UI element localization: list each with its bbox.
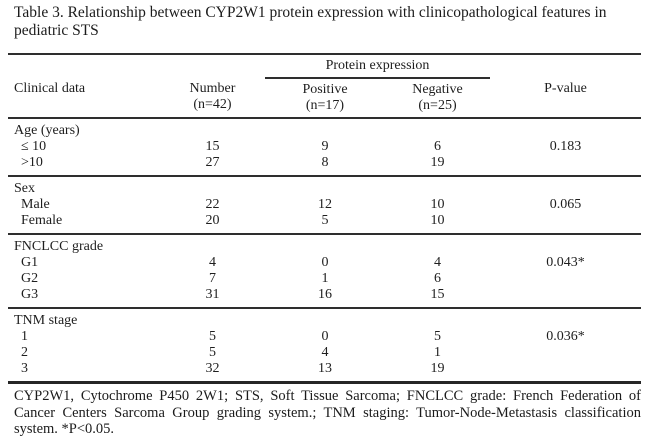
table-cell: 12 bbox=[318, 197, 332, 212]
pvalue-cell: 0.183 bbox=[549, 139, 582, 154]
col-header-label: Negative bbox=[412, 82, 463, 97]
table-cell: 0 bbox=[321, 255, 329, 270]
table-cell: 31 bbox=[160, 287, 265, 309]
table-footnote: CYP2W1, Cytochrome P450 2W1; STS, Soft T… bbox=[14, 388, 641, 437]
col-header-negative: Negative (n=25) bbox=[385, 78, 491, 119]
pvalue-cell: 0.036* bbox=[546, 329, 585, 344]
spacer-cell bbox=[8, 53, 160, 78]
pvalue-cell bbox=[490, 155, 642, 177]
table-cell: 32 bbox=[160, 361, 265, 384]
table-caption: Table 3. Relationship between CYP2W1 pro… bbox=[14, 4, 607, 39]
pvalue-cell: 0.065 bbox=[549, 197, 582, 212]
col-header-pvalue: P-value bbox=[490, 78, 642, 119]
table-cell: 19 bbox=[385, 361, 491, 384]
pvalue-cell bbox=[490, 345, 641, 361]
col-header-clinical-data: Clinical data bbox=[8, 78, 160, 119]
table-cell: 9 bbox=[321, 139, 329, 154]
table-cell: 5 bbox=[265, 213, 385, 235]
table-row: G2 7 1 6 bbox=[8, 271, 641, 287]
row-label: G2 bbox=[21, 271, 39, 286]
table-row: Female 20 5 10 bbox=[8, 213, 642, 235]
row-label: G3 bbox=[8, 287, 160, 309]
table-cell: 6 bbox=[434, 271, 441, 286]
col-header-positive: Positive (n=17) bbox=[265, 78, 385, 119]
table-cell: 1 bbox=[434, 345, 441, 360]
row-label: >10 bbox=[8, 155, 160, 177]
table-cell: 10 bbox=[430, 197, 445, 212]
table-row: 2 5 4 1 bbox=[8, 345, 641, 361]
spacer-cell bbox=[160, 53, 265, 78]
table-cell: 7 bbox=[209, 271, 216, 286]
row-label: ≤ 10 bbox=[21, 139, 47, 154]
section-label: TNM stage bbox=[14, 313, 78, 328]
table-cell: 5 bbox=[434, 329, 441, 344]
section-label: Age (years) bbox=[14, 123, 80, 138]
col-header-sub: (n=17) bbox=[305, 98, 345, 113]
table-row: G3 31 16 15 bbox=[8, 287, 642, 309]
table-cell: 19 bbox=[385, 155, 491, 177]
row-label: 1 bbox=[21, 329, 28, 344]
protein-expression-spanner-row: Protein expression bbox=[8, 53, 642, 79]
table-cell: 20 bbox=[160, 213, 265, 235]
table-row: >10 27 8 19 bbox=[8, 155, 642, 177]
table-cell: 15 bbox=[385, 287, 491, 309]
row-label: 2 bbox=[21, 345, 28, 360]
spacer-cell bbox=[490, 53, 642, 78]
section-row-tnm: TNM stage bbox=[8, 308, 641, 329]
table-cell: 0 bbox=[321, 329, 329, 344]
table-cell: 27 bbox=[160, 155, 265, 177]
table-row: Male 22 12 10 0.065 bbox=[8, 197, 641, 213]
protein-expression-group-header: Protein expression bbox=[265, 53, 491, 79]
table-cell: 5 bbox=[209, 329, 216, 344]
table-cell: 15 bbox=[205, 139, 220, 154]
section-label: Sex bbox=[14, 181, 35, 196]
pvalue-cell bbox=[490, 361, 642, 384]
table-cell: 5 bbox=[209, 345, 216, 360]
col-header-label: Positive bbox=[302, 82, 348, 97]
data-table: Protein expression Clinical data Number … bbox=[8, 53, 642, 384]
row-label: 3 bbox=[8, 361, 160, 384]
row-label: Female bbox=[8, 213, 160, 235]
pvalue-cell bbox=[490, 271, 641, 287]
section-label: FNCLCC grade bbox=[14, 239, 104, 254]
col-header-label: P-value bbox=[544, 81, 587, 96]
row-label: G1 bbox=[21, 255, 39, 270]
table-row: ≤ 10 15 9 6 0.183 bbox=[8, 139, 641, 155]
section-row-fnclcc: FNCLCC grade bbox=[8, 234, 641, 255]
col-header-label: Clinical data bbox=[14, 81, 86, 96]
row-label: Male bbox=[21, 197, 50, 212]
table-cell: 6 bbox=[434, 139, 441, 154]
table-row: 1 5 0 5 0.036* bbox=[8, 329, 641, 345]
table-cell: 4 bbox=[209, 255, 216, 270]
table-cell: 1 bbox=[321, 271, 329, 286]
table-row: 3 32 13 19 bbox=[8, 361, 642, 384]
section-row-age: Age (years) bbox=[8, 118, 641, 139]
table-row: G1 4 0 4 0.043* bbox=[8, 255, 641, 271]
table-cell: 13 bbox=[265, 361, 385, 384]
table-cell: 22 bbox=[205, 197, 220, 212]
table-cell: 16 bbox=[265, 287, 385, 309]
col-header-number: Number (n=42) bbox=[160, 78, 265, 119]
pvalue-cell: 0.043* bbox=[546, 255, 585, 270]
table-cell: 4 bbox=[434, 255, 441, 270]
table-cell: 8 bbox=[265, 155, 385, 177]
col-header-sub: (n=42) bbox=[193, 97, 232, 112]
column-header-row: Clinical data Number (n=42) Positive (n=… bbox=[8, 78, 642, 119]
col-header-sub: (n=25) bbox=[418, 98, 457, 113]
section-row-sex: Sex bbox=[8, 176, 641, 197]
col-header-label: Number bbox=[189, 81, 236, 96]
table-cell: 4 bbox=[321, 345, 329, 360]
table-cell: 10 bbox=[385, 213, 491, 235]
pvalue-cell bbox=[490, 287, 642, 309]
pvalue-cell bbox=[490, 213, 642, 235]
